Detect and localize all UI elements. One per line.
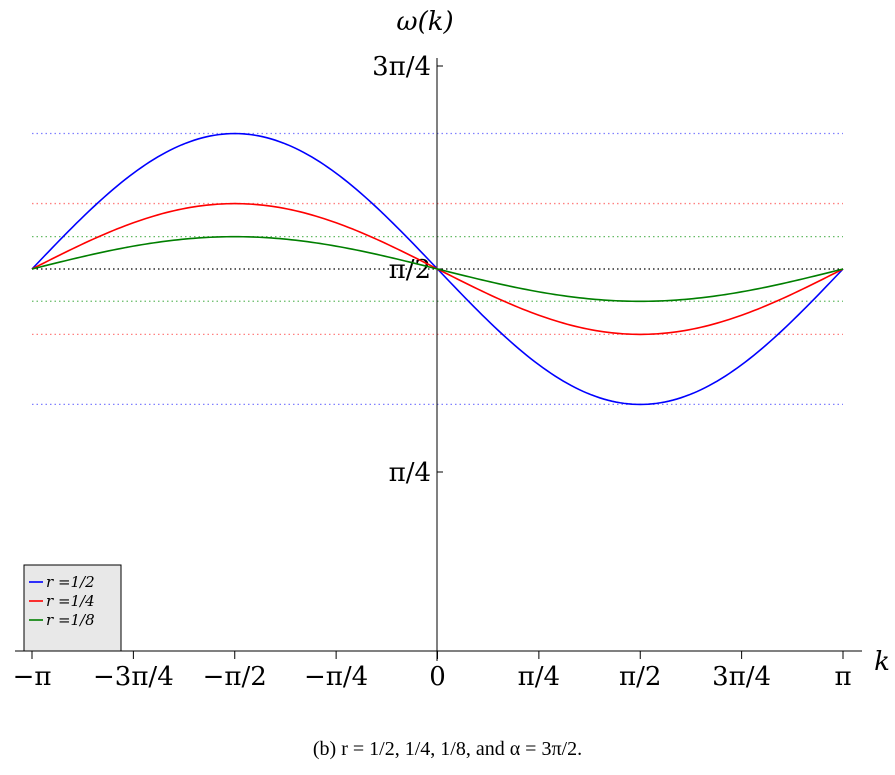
x-tick-label: 3π/4 xyxy=(712,662,771,692)
figure-caption: (b) r = 1/2, 1/4, 1/8, and α = 3π/2. xyxy=(312,738,583,760)
x-tick-label: −π/2 xyxy=(203,662,267,692)
legend-label: r =1/8 xyxy=(46,611,95,629)
legend-label: r =1/4 xyxy=(46,592,95,610)
x-axis-label: k xyxy=(874,647,890,677)
x-tick-label: −3π/4 xyxy=(93,662,174,692)
legend-label: r =1/2 xyxy=(46,573,95,591)
dispersion-chart: −π −3π/4 −π/2 −π/4 0 π/4 π/2 3π/4 π π/4 π/2 3π/4 ω(… xyxy=(13,7,890,692)
legend-box xyxy=(23,564,122,652)
y-tick-label: π/2 xyxy=(389,255,431,285)
x-tick-label: π/4 xyxy=(518,662,560,692)
x-tick-label: −π xyxy=(13,662,52,692)
x-tick-label: 0 xyxy=(429,662,446,692)
ticks: −π −3π/4 −π/2 −π/4 0 π/4 π/2 3π/4 π π/4 π/2 3π/4 xyxy=(13,52,852,692)
x-tick-label: π xyxy=(834,662,851,692)
y-tick-label: π/4 xyxy=(389,458,431,488)
x-tick-label: −π/4 xyxy=(304,662,368,692)
legend: r =1/2r =1/4r =1/8 xyxy=(23,564,122,652)
axes xyxy=(15,58,862,661)
series-line xyxy=(31,235,844,303)
x-tick-label: π/2 xyxy=(619,662,661,692)
y-tick-label: 3π/4 xyxy=(372,52,431,82)
y-axis-label: ω(k) xyxy=(396,7,453,37)
series-curves xyxy=(31,132,844,406)
